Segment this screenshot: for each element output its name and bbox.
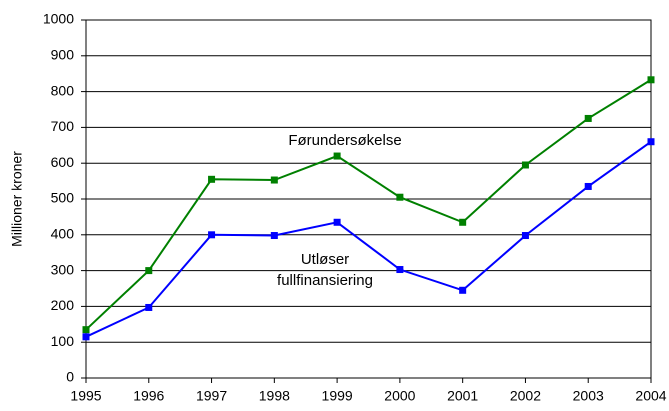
marker [145, 267, 153, 275]
marker [333, 152, 341, 160]
x-tick-label: 2000 [384, 388, 415, 404]
x-tick-label: 2002 [510, 388, 541, 404]
y-tick-label: 700 [51, 118, 75, 134]
x-tick-label: 2003 [573, 388, 604, 404]
series-line [85, 78, 652, 331]
marker [82, 326, 90, 334]
marker [208, 231, 216, 239]
marker [647, 138, 655, 146]
x-tick-label: 1997 [196, 388, 227, 404]
marker [270, 176, 278, 184]
y-tick-label: 100 [51, 333, 75, 349]
marker [145, 303, 153, 311]
y-tick-label: 1000 [43, 11, 74, 27]
marker [584, 114, 592, 122]
marker [647, 76, 655, 84]
y-tick-label: 300 [51, 261, 75, 277]
marker [208, 175, 216, 183]
plot-frame [85, 19, 652, 379]
x-tick-label: 1998 [259, 388, 290, 404]
marker [333, 218, 341, 226]
marker [396, 193, 404, 201]
x-tick-label: 1999 [322, 388, 353, 404]
marker [521, 232, 529, 240]
marker [521, 161, 529, 169]
x-tick-label: 1995 [70, 388, 101, 404]
series-label: Utløser fullfinansiering [277, 251, 373, 289]
y-axis-label: Millioner kroner [9, 151, 25, 247]
marker [396, 266, 404, 274]
y-tick-label: 600 [51, 154, 75, 170]
x-tick-label: 1996 [133, 388, 164, 404]
y-tick-label: 0 [66, 369, 74, 385]
x-tick-label: 2001 [447, 388, 478, 404]
marker [584, 182, 592, 190]
y-tick-label: 500 [51, 190, 75, 206]
x-tick-label: 2004 [635, 388, 666, 404]
marker [459, 218, 467, 226]
marker [459, 286, 467, 294]
marker [270, 232, 278, 240]
y-tick-label: 800 [51, 82, 75, 98]
series-line [85, 140, 652, 338]
y-tick-label: 200 [51, 297, 75, 313]
y-tick-label: 400 [51, 226, 75, 242]
y-tick-label: 900 [51, 47, 75, 63]
series-label: Førundersøkelse [288, 132, 402, 149]
marker [82, 333, 90, 341]
